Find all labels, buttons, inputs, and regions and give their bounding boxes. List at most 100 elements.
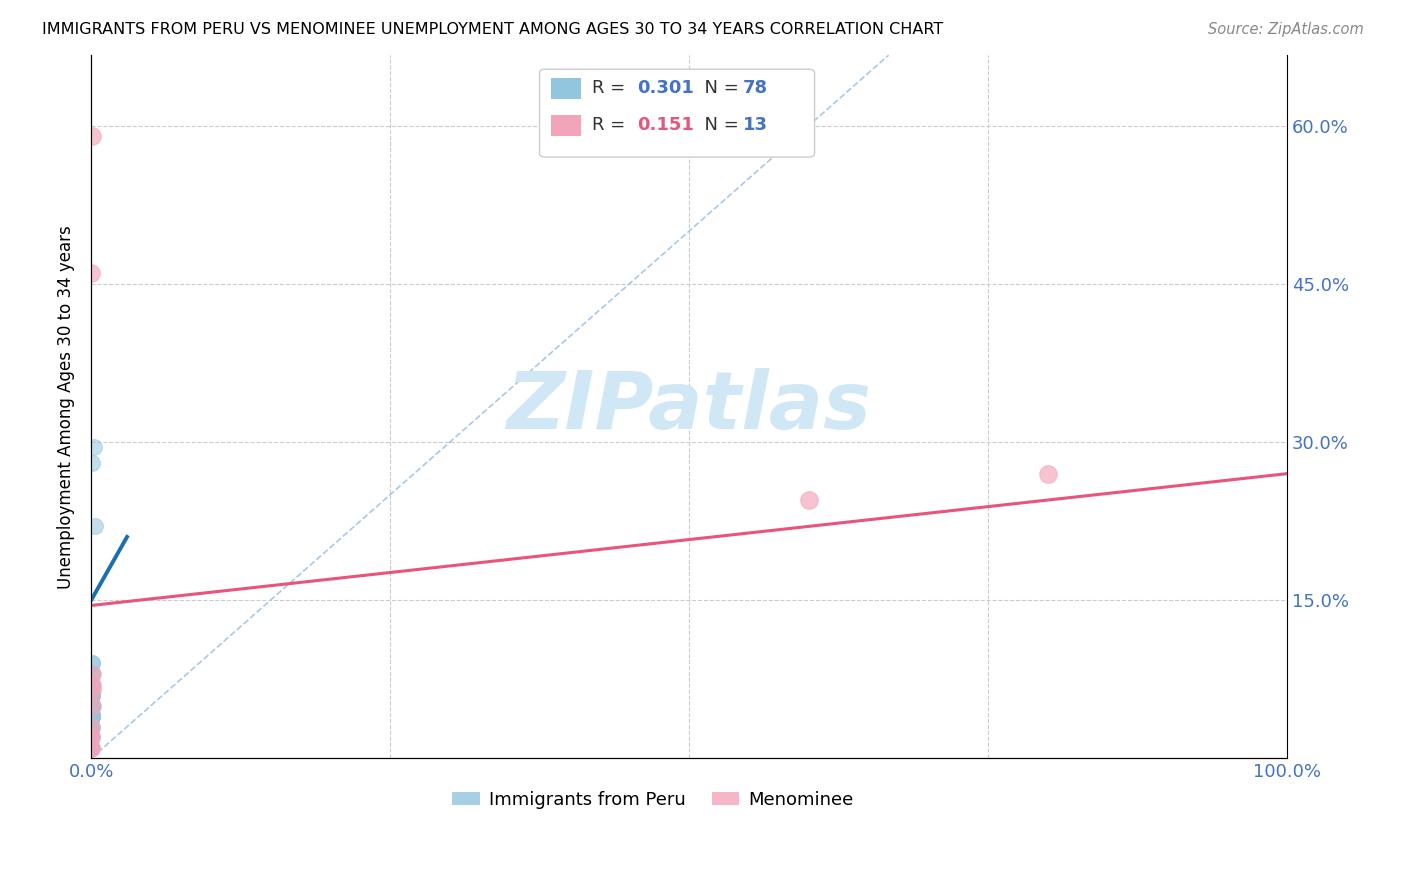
Point <box>80 720 103 734</box>
Point <box>80 720 103 734</box>
Point <box>80 709 103 723</box>
Point <box>80 720 103 734</box>
Point <box>80 677 103 691</box>
Point <box>80 740 103 755</box>
Text: 0.301: 0.301 <box>637 79 695 97</box>
Point <box>80 129 103 144</box>
Point <box>80 709 103 723</box>
Point <box>80 698 103 713</box>
Point <box>80 709 103 723</box>
Point <box>80 740 103 755</box>
Point <box>80 698 103 713</box>
Point <box>80 740 103 755</box>
Point <box>80 709 103 723</box>
Point <box>80 698 103 713</box>
Point <box>80 720 103 734</box>
Point <box>80 720 103 734</box>
Point <box>80 667 103 681</box>
Point <box>80 709 103 723</box>
Point <box>80 720 103 734</box>
Point <box>82 667 104 681</box>
Point <box>80 740 103 755</box>
Point <box>80 740 103 755</box>
Text: N =: N = <box>693 79 744 97</box>
Text: 0.151: 0.151 <box>637 116 695 134</box>
Point <box>797 493 820 508</box>
Point <box>80 709 103 723</box>
Point <box>80 731 103 745</box>
Point <box>80 698 103 713</box>
Point <box>80 698 103 713</box>
Point <box>80 698 103 713</box>
Point <box>80 688 103 702</box>
Point <box>80 698 103 713</box>
Point <box>80 740 103 755</box>
Point <box>80 677 103 691</box>
Point <box>80 698 103 713</box>
Point <box>80 720 103 734</box>
Point <box>80 740 103 755</box>
Point <box>80 709 103 723</box>
Text: ZIPatlas: ZIPatlas <box>506 368 872 446</box>
Point <box>80 740 103 755</box>
Point <box>80 688 103 702</box>
Point <box>80 740 103 755</box>
Point <box>80 698 103 713</box>
Point <box>80 709 103 723</box>
Text: 13: 13 <box>742 116 768 134</box>
Point <box>80 677 103 691</box>
Point <box>80 731 103 745</box>
Point <box>80 698 103 713</box>
Text: IMMIGRANTS FROM PERU VS MENOMINEE UNEMPLOYMENT AMONG AGES 30 TO 34 YEARS CORRELA: IMMIGRANTS FROM PERU VS MENOMINEE UNEMPL… <box>42 22 943 37</box>
Point <box>80 709 103 723</box>
Text: Source: ZipAtlas.com: Source: ZipAtlas.com <box>1208 22 1364 37</box>
Point <box>80 720 103 734</box>
Text: 78: 78 <box>742 79 768 97</box>
Point <box>80 709 103 723</box>
Text: R =: R = <box>592 79 631 97</box>
Point <box>80 720 103 734</box>
Point <box>80 740 103 755</box>
Bar <box>551 115 582 136</box>
Point <box>1036 467 1059 481</box>
Point <box>80 740 103 755</box>
Point <box>80 720 103 734</box>
Point <box>80 682 103 697</box>
Point <box>80 740 103 755</box>
Y-axis label: Unemployment Among Ages 30 to 34 years: Unemployment Among Ages 30 to 34 years <box>58 225 75 589</box>
Point <box>80 720 103 734</box>
Point <box>80 688 103 702</box>
Point <box>80 731 103 745</box>
Point <box>80 740 103 755</box>
Point <box>80 740 103 755</box>
Point <box>80 740 103 755</box>
Point <box>80 720 103 734</box>
Point <box>80 740 103 755</box>
Point <box>83 519 105 533</box>
Point <box>80 688 103 702</box>
Point <box>80 709 103 723</box>
Point <box>80 720 103 734</box>
Point <box>80 709 103 723</box>
Point <box>80 720 103 734</box>
Text: R =: R = <box>592 116 637 134</box>
Point <box>80 720 103 734</box>
Bar <box>551 78 582 99</box>
Point <box>80 720 103 734</box>
Text: N =: N = <box>693 116 744 134</box>
Point <box>80 709 103 723</box>
Point <box>80 688 103 702</box>
Point <box>80 740 103 755</box>
Point <box>80 266 103 280</box>
Point <box>80 456 103 470</box>
Point <box>80 709 103 723</box>
Point <box>83 440 105 454</box>
Point <box>82 657 104 671</box>
Point <box>80 688 103 702</box>
Point <box>80 677 103 691</box>
Point <box>80 731 103 745</box>
Point <box>80 709 103 723</box>
Point <box>80 677 103 691</box>
Point <box>80 740 103 755</box>
Point <box>80 720 103 734</box>
